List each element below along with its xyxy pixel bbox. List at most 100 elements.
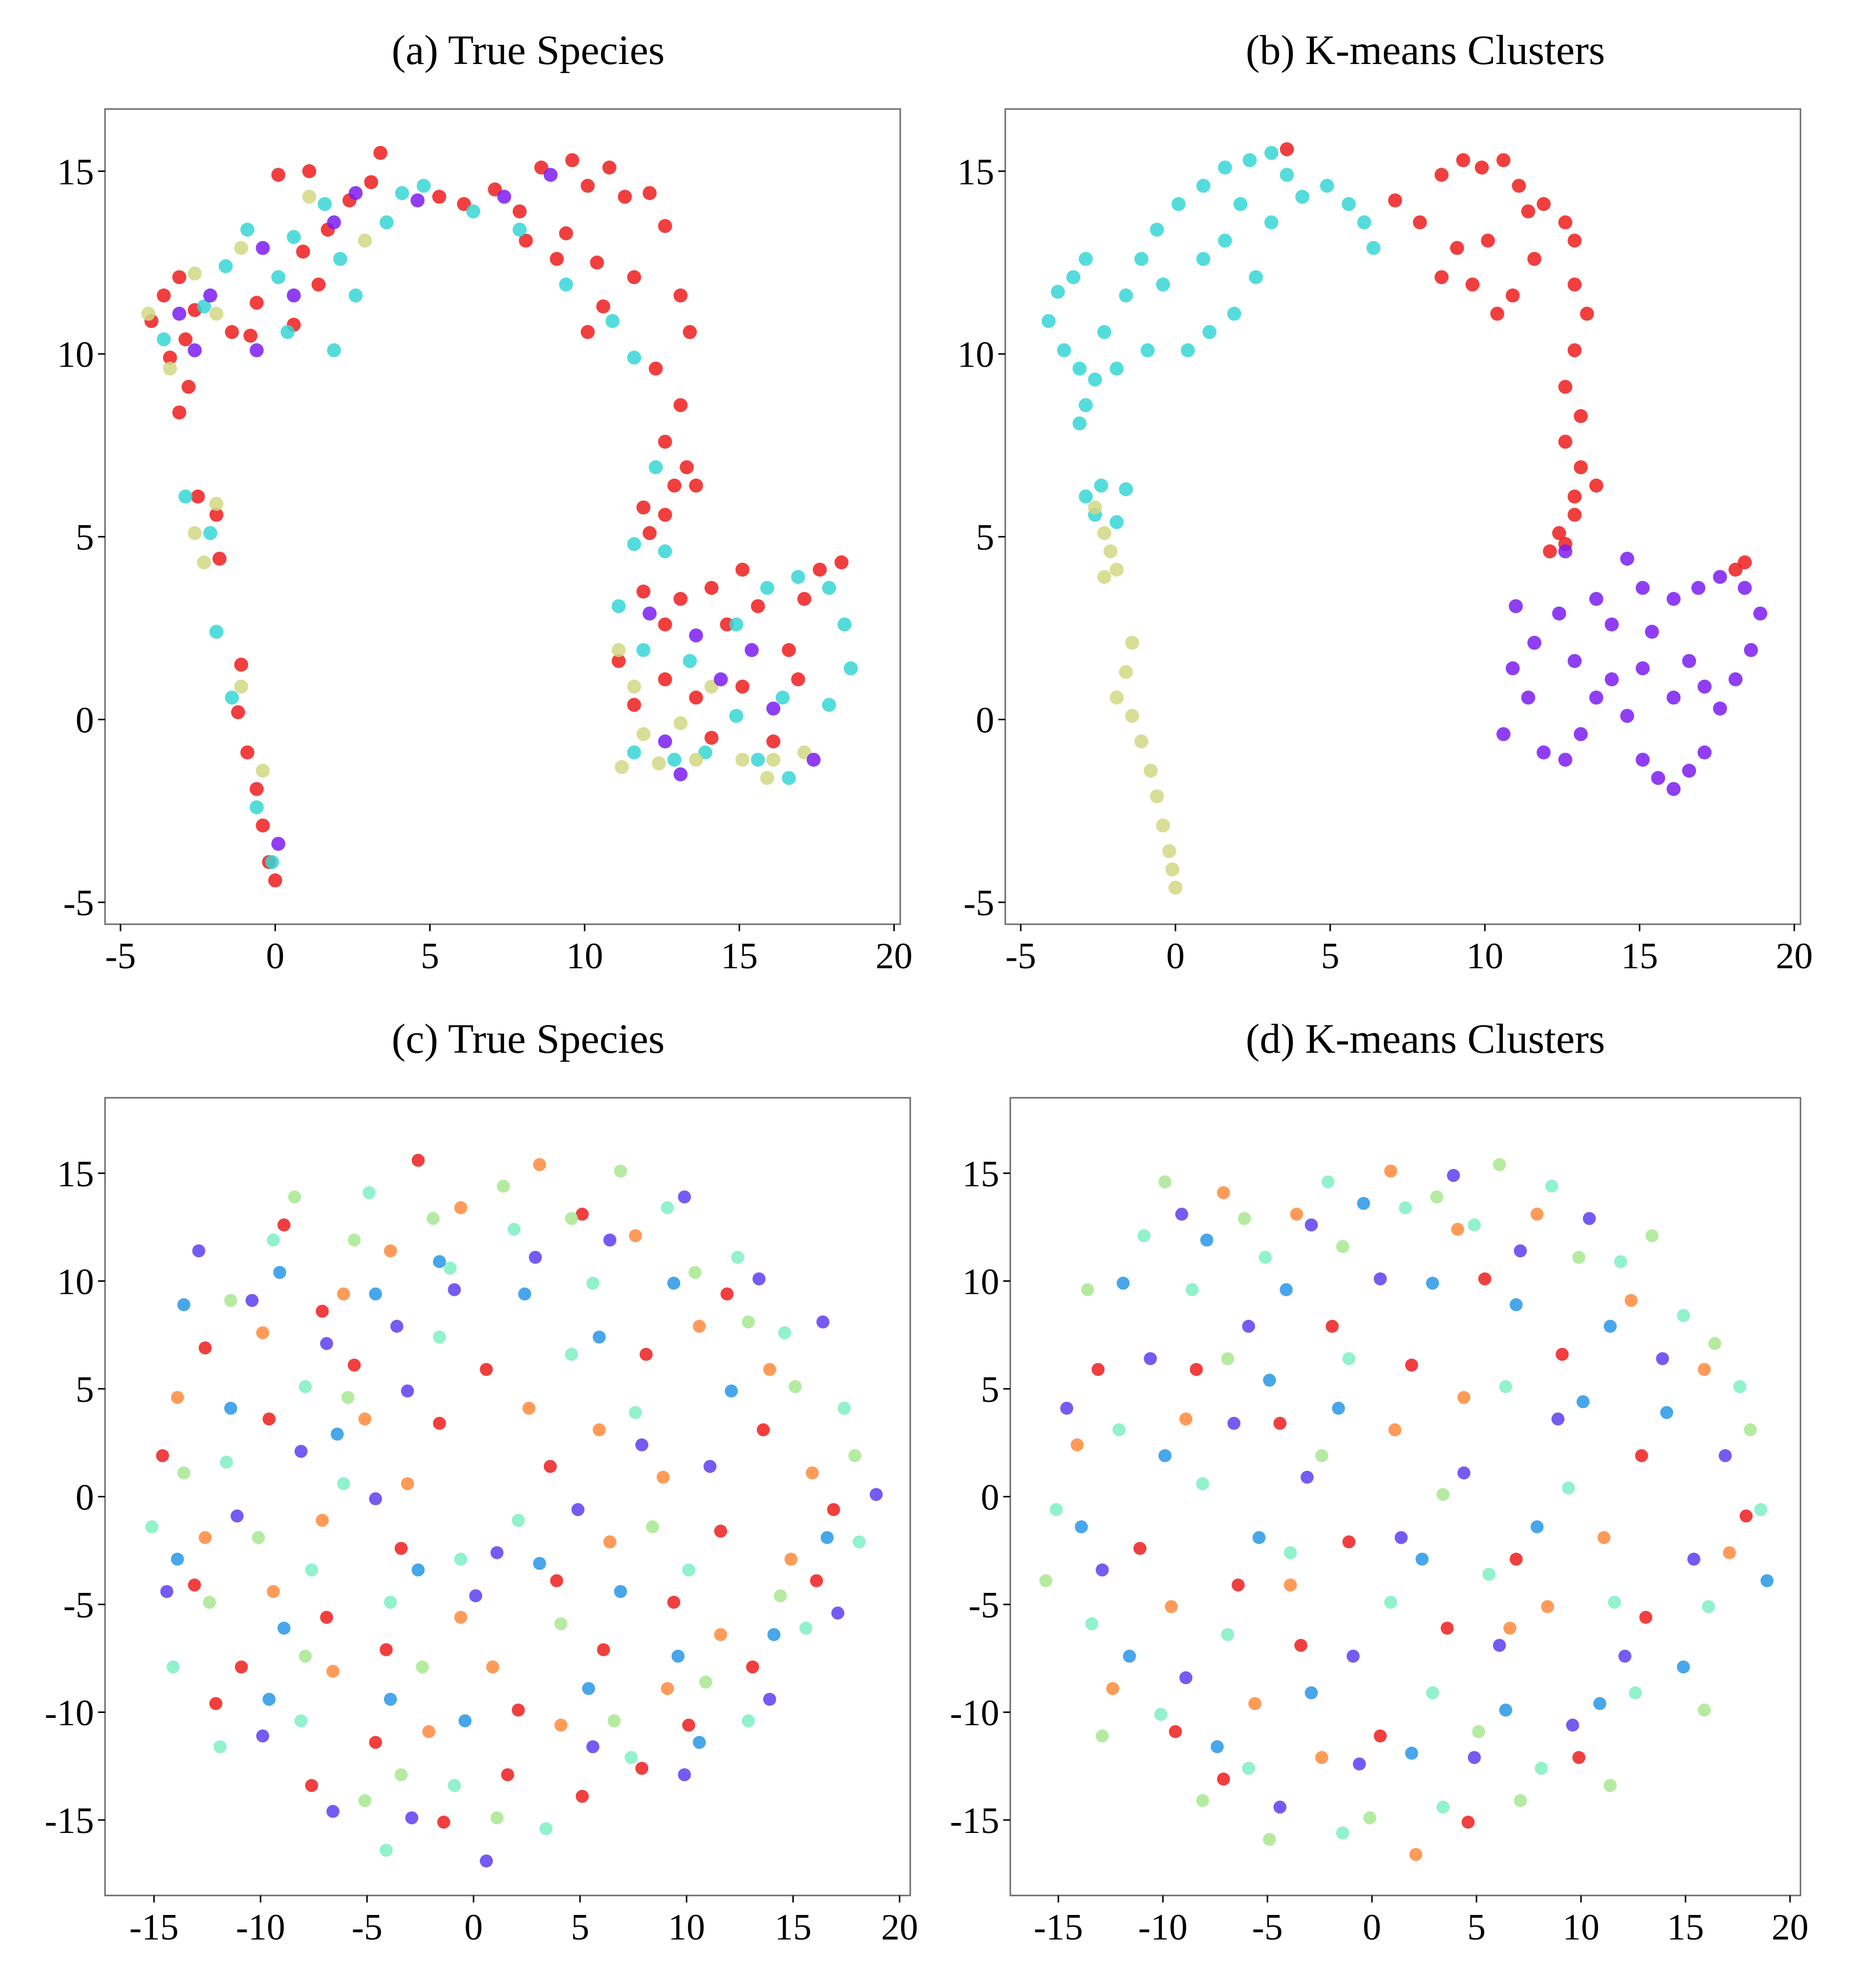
panel-c-point-violet — [480, 1854, 493, 1867]
panel-a-point-cyan — [791, 570, 805, 584]
panel-b-point-cyan — [1051, 285, 1065, 299]
panel-a-point-red — [649, 362, 663, 376]
panel-c-point-violet — [752, 1272, 766, 1286]
panel-c-point-orange — [454, 1610, 468, 1624]
panel-c-point-orange — [401, 1477, 414, 1490]
panel-d-point-orange — [1217, 1186, 1230, 1199]
panel-a-point-purple — [203, 288, 218, 303]
panel-c-point-lime — [224, 1294, 238, 1307]
panel-a-point-cyan — [559, 277, 573, 292]
panel-a-point-red — [519, 234, 533, 248]
panel-d-point-green — [1384, 1595, 1397, 1609]
panel-c-point-green — [539, 1822, 553, 1835]
panel-b-y-tick-label: 10 — [957, 335, 994, 376]
panel-c-points — [145, 1154, 883, 1867]
panel-c-point-orange — [316, 1513, 329, 1527]
panel-a-point-cyan — [271, 270, 286, 285]
panel-b-point-olive — [1168, 880, 1183, 895]
panel-d-point-orange — [1388, 1423, 1402, 1436]
panel-d-point-red — [1373, 1729, 1387, 1742]
panel-d-point-blue — [1603, 1319, 1617, 1333]
panel-c-point-orange — [554, 1718, 568, 1732]
panel-a-point-olive — [163, 362, 177, 376]
panel-c-point-lime — [774, 1589, 787, 1602]
panel-d-y-tick-label: -15 — [950, 1800, 999, 1841]
panel-d-point-lime — [1436, 1488, 1450, 1501]
panel-c-point-lime — [848, 1449, 862, 1462]
panel-c-point-lime — [646, 1520, 659, 1533]
panel-c-point-lime — [252, 1531, 265, 1544]
panel-d-point-violet — [1656, 1352, 1669, 1365]
panel-c-point-violet — [245, 1294, 259, 1307]
panel-a-point-purple — [188, 343, 202, 358]
panel-d-point-green — [1467, 1218, 1481, 1232]
panel-c-point-lime — [614, 1164, 627, 1178]
panel-c-point-blue — [593, 1330, 606, 1344]
panel-a-point-cyan — [612, 599, 626, 614]
panel-c-point-green — [742, 1714, 755, 1727]
panel-d-x-tick-label: 10 — [1562, 1907, 1599, 1948]
panel-c-point-orange — [593, 1423, 606, 1436]
panel-c-point-green — [625, 1751, 638, 1764]
panel-c-point-orange — [171, 1391, 184, 1404]
panel-a-point-red — [302, 164, 317, 179]
panel-d-point-violet — [1179, 1671, 1193, 1684]
panel-a-point-red — [813, 563, 827, 577]
panel-c-point-violet — [586, 1740, 600, 1753]
panel-a-point-purple — [410, 193, 425, 208]
panel-d-point-violet — [1457, 1466, 1470, 1480]
panel-b-point-purple — [1666, 782, 1681, 796]
panel-b-point-red — [1450, 241, 1464, 255]
panel-c-point-violet — [469, 1589, 483, 1602]
panel-a-point-cyan — [466, 204, 481, 219]
panel-a-point-cyan — [333, 252, 348, 266]
panel-d-point-lime — [1603, 1779, 1617, 1792]
panel-c-point-violet — [869, 1488, 883, 1501]
panel-c-point-violet — [678, 1768, 691, 1781]
panel-d-point-red — [1231, 1578, 1245, 1592]
panel-a-point-cyan — [513, 223, 527, 237]
panel-a-point-red — [673, 398, 688, 413]
panel-a-point-cyan — [760, 581, 774, 595]
panel-c-point-blue — [273, 1266, 287, 1279]
panel-b-point-purple — [1744, 643, 1758, 657]
panel-b-point-red — [1580, 307, 1594, 321]
panel-c-point-orange — [422, 1725, 436, 1738]
panel-c-point-red — [320, 1610, 333, 1624]
panel-d-point-red — [1273, 1416, 1287, 1430]
panel-a-point-cyan — [209, 625, 224, 639]
panel-b-point-cyan — [1097, 325, 1111, 339]
panel-b-ticks: -5 0 5 10 15 20 -5 0 5 10 15 — [957, 152, 1813, 977]
panel-a-point-red — [627, 270, 641, 285]
panel-c-point-violet — [231, 1509, 244, 1523]
panel-a-point-red — [689, 478, 703, 493]
panel-c-point-violet — [635, 1438, 649, 1451]
panel-b-point-purple — [1682, 764, 1696, 778]
panel-a-point-red — [550, 252, 564, 266]
panel-a-point-cyan — [197, 299, 211, 314]
panel-d-point-red — [1405, 1358, 1418, 1372]
panel-d-point-violet — [1227, 1416, 1241, 1430]
panel-c-point-lime — [288, 1190, 302, 1204]
panel-b-point-cyan — [1264, 146, 1279, 160]
panel-c-point-red — [380, 1643, 393, 1656]
panel-a-point-cyan — [822, 698, 836, 712]
panel-d-point-blue — [1332, 1401, 1345, 1415]
panel-c-point-violet — [326, 1804, 340, 1818]
panel-b-x-tick-label: 5 — [1321, 936, 1339, 977]
panel-a-point-cyan — [822, 581, 836, 595]
panel-d-point-lime — [1081, 1283, 1094, 1296]
panel-b-point-cyan — [1320, 179, 1334, 193]
panel-c-y-tick-label: 0 — [76, 1477, 94, 1518]
panel-a-point-purple — [673, 767, 688, 782]
panel-d-points — [1039, 1158, 1774, 1861]
panel-c-point-lime — [341, 1391, 355, 1404]
panel-c-point-orange — [533, 1158, 546, 1171]
panel-c-y-tick-label: -5 — [63, 1585, 94, 1626]
panel-a-point-olive — [234, 679, 249, 694]
panel-c-point-orange — [384, 1244, 397, 1258]
panel-d-point-green — [1545, 1179, 1558, 1193]
panel-a-point-red — [683, 325, 697, 339]
panel-b-point-cyan — [1181, 343, 1195, 358]
panel-b-point-purple — [1589, 592, 1603, 606]
